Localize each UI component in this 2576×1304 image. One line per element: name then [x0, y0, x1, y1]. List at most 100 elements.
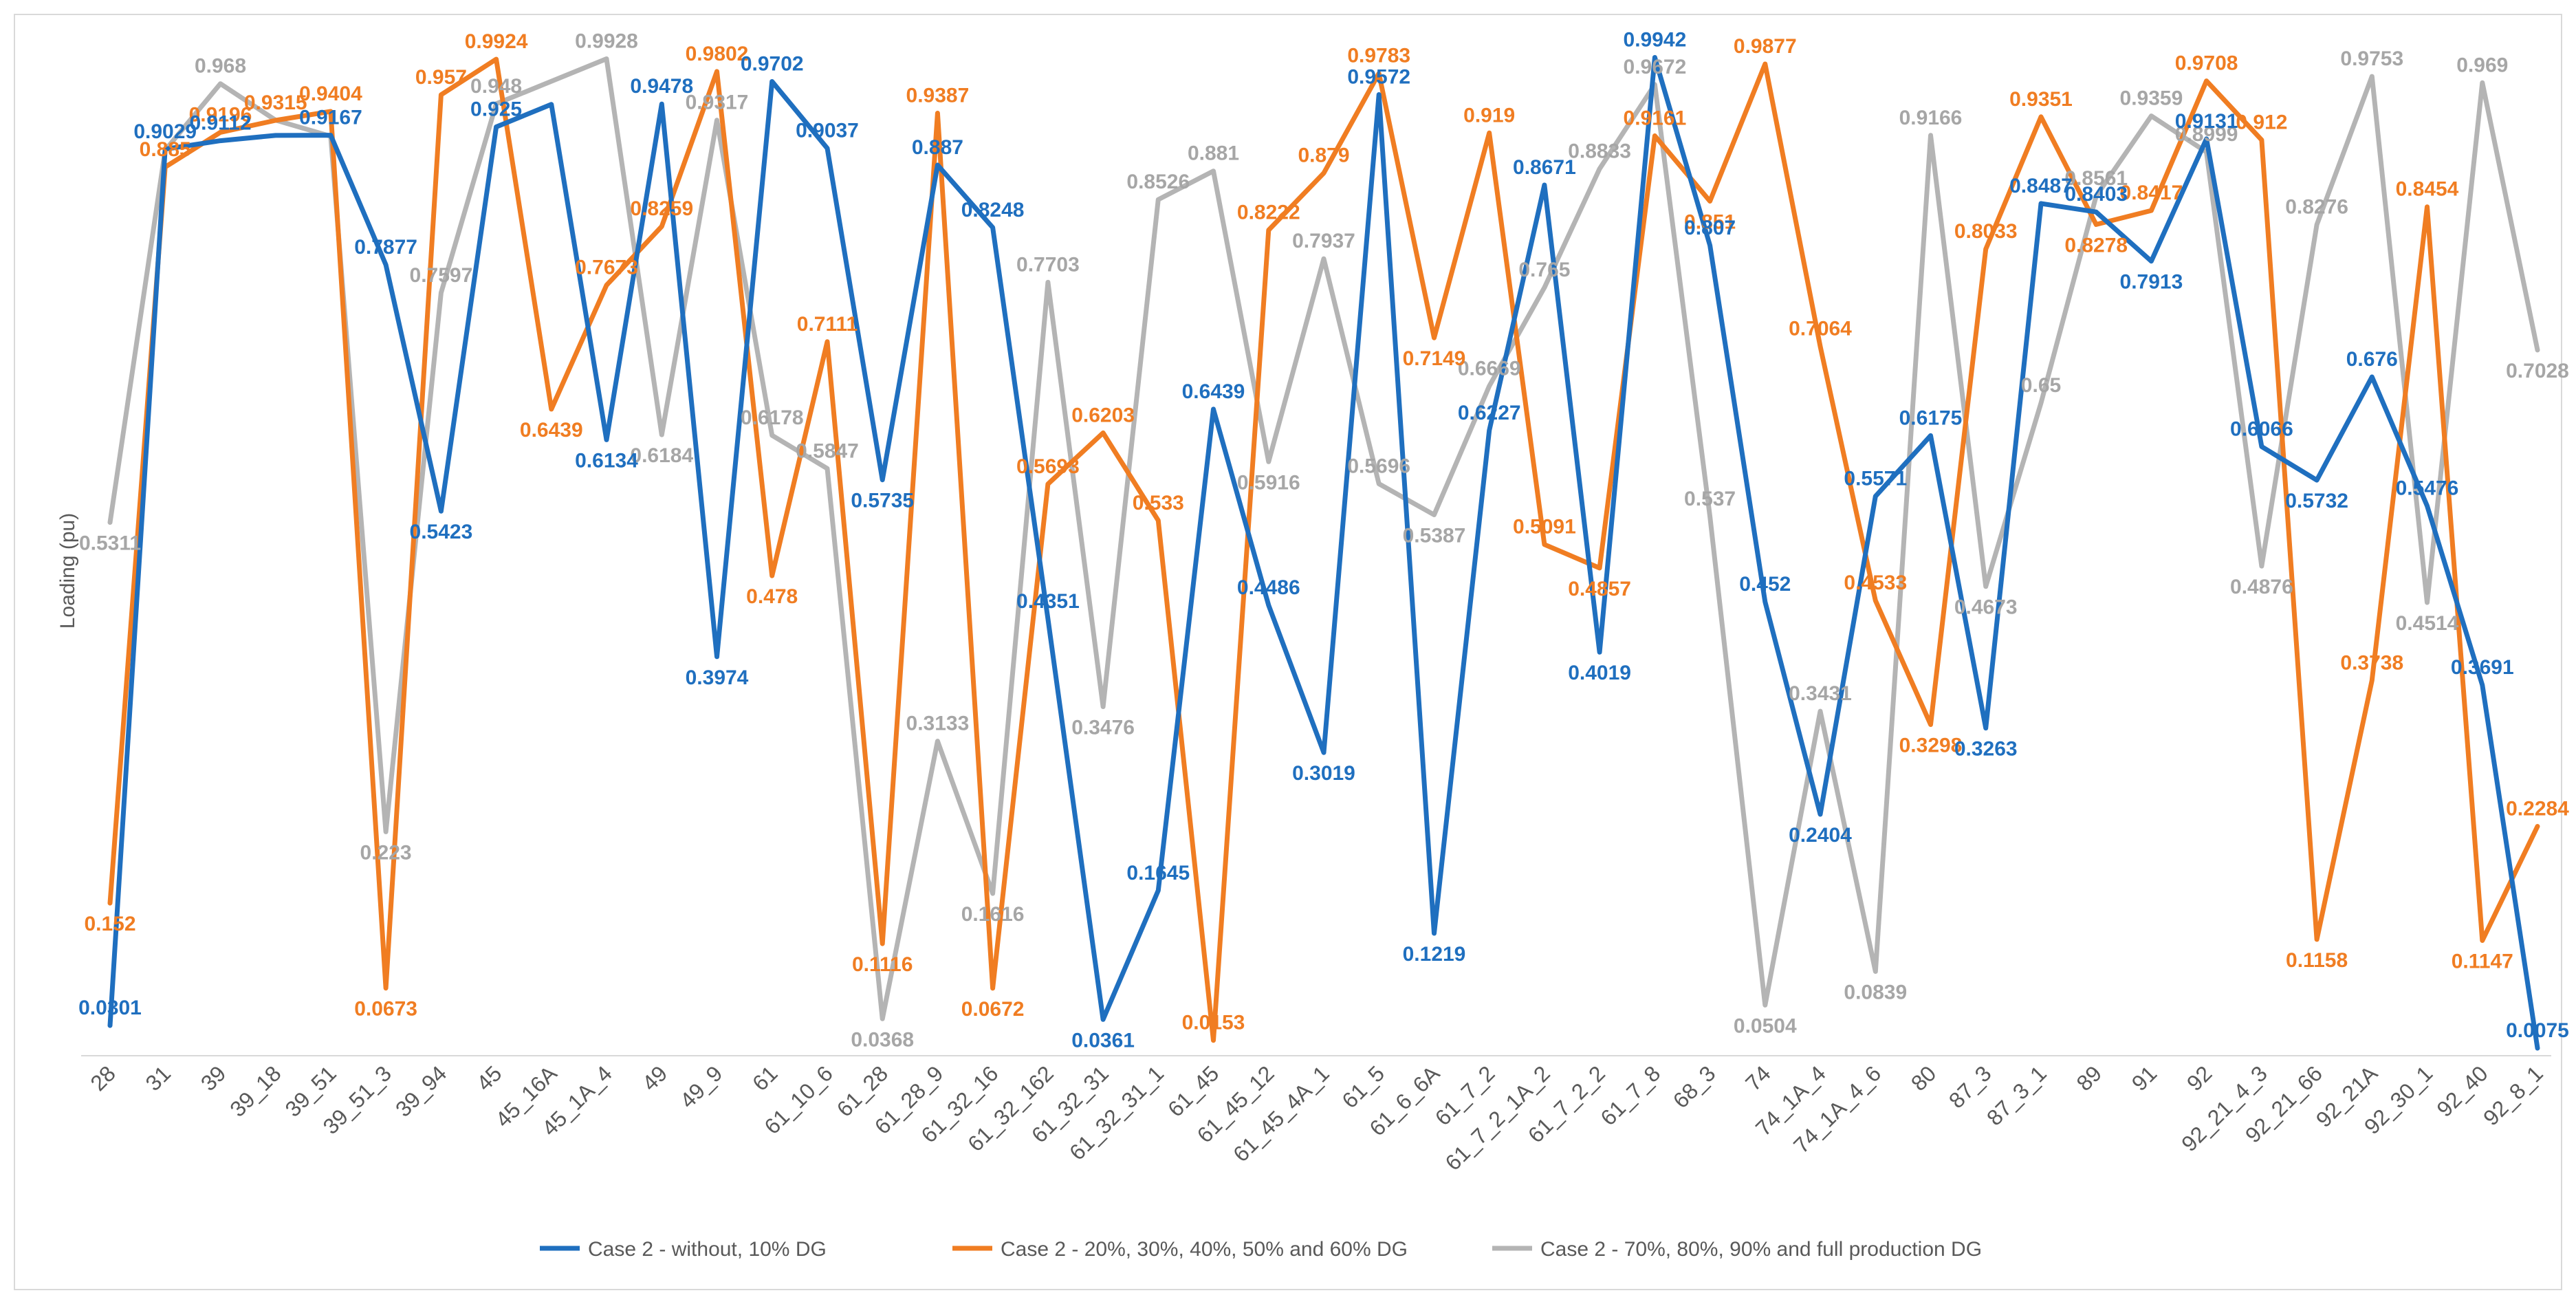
data-label-s3-39_51_3: 0.223	[360, 841, 412, 864]
data-label-s1-61_45_12: 0.4486	[1237, 576, 1300, 599]
data-label-s1-31: 0.9029	[133, 120, 197, 143]
data-label-s2-61_28: 0.1116	[852, 953, 913, 976]
data-label-s1-49_9: 0.3974	[686, 666, 749, 689]
data-label-s2-28: 0.152	[84, 913, 135, 935]
data-label-s3-61_7_2_1A_2: 0.765	[1518, 259, 1570, 281]
data-label-s2-61_6_6A: 0.7149	[1403, 347, 1466, 370]
data-label-s1-92_21_66: 0.5732	[2285, 490, 2348, 512]
data-label-s2-80: 0.3298	[1899, 735, 1963, 757]
x-tick-label: 28	[85, 1061, 120, 1096]
data-label-s3-61_7_8: 0.9672	[1624, 56, 1687, 78]
data-label-s3-89: 0.8561	[2064, 167, 2128, 190]
data-label-s2-92_8_1: 0.2284	[2506, 798, 2569, 821]
data-label-s2-89: 0.8278	[2064, 234, 2128, 257]
data-label-s3-61_28: 0.0368	[851, 1028, 914, 1051]
data-label-s3-61_7_2: 0.6669	[1458, 357, 1521, 380]
data-label-s2-74_1A_4: 0.7064	[1789, 318, 1852, 340]
data-label-s3-61_5: 0.5696	[1347, 455, 1410, 477]
data-label-s2-39_51: 0.9404	[299, 83, 362, 105]
data-label-s1-92_21_4_3: 0.6066	[2230, 417, 2293, 440]
data-label-s2-92_21_66: 0.1158	[2286, 949, 2348, 972]
series-line-3	[107, 56, 2540, 1021]
legend: Case 2 - without, 10% DG Case 2 - 20%, 30…	[540, 1238, 1982, 1261]
data-label-s3-61_7_2_2: 0.8833	[1568, 140, 1631, 162]
data-label-s2-39: 0.9196	[189, 103, 252, 126]
x-tick-label: 61_5	[1337, 1061, 1389, 1113]
data-label-s2-87_3_1: 0.9351	[2009, 88, 2073, 111]
data-label-s3-87_3_1: 0.65	[2021, 374, 2061, 397]
x-tick-label: 39_18	[225, 1061, 285, 1121]
data-label-s2-74: 0.9877	[1734, 35, 1797, 58]
data-label-s3-92_30_1: 0.4514	[2396, 612, 2459, 635]
data-label-s1-92_40: 0.3691	[2451, 656, 2514, 679]
data-label-s1-39: 0.9112	[189, 112, 251, 135]
data-label-s1-61_28: 0.5735	[851, 490, 914, 512]
data-label-s2-49: 0.8259	[630, 197, 693, 220]
legend-item-1: Case 2 - without, 10% DG	[540, 1238, 827, 1261]
data-label-s2-49_9: 0.9802	[686, 43, 749, 65]
data-label-s2-39_18: 0.9315	[244, 91, 307, 114]
data-label-s1-61_10_6: 0.9037	[796, 120, 859, 142]
legend-label: Case 2 - without, 10% DG	[588, 1238, 827, 1261]
data-label-s1-80: 0.6175	[1899, 406, 1963, 429]
data-label-s1-74: 0.452	[1739, 573, 1791, 596]
data-label-s1-61_7_2_1A_2: 0.8671	[1513, 156, 1576, 179]
data-label-s3-49: 0.6184	[630, 444, 693, 467]
data-label-s2-61_7_2: 0.919	[1463, 104, 1515, 127]
data-label-s2-61_28_9: 0.9387	[906, 85, 970, 107]
data-label-s2-31: 0.885	[140, 138, 191, 161]
data-label-s3-61_28_9: 0.3133	[906, 713, 970, 735]
x-tick-label: 31	[141, 1061, 176, 1096]
data-label-s3-49_9: 0.9317	[686, 91, 749, 114]
data-label-s3-61_10_6: 0.5847	[796, 439, 859, 462]
data-label-s1-74_1A_4: 0.2404	[1789, 824, 1852, 847]
data-label-s2-61_7_2_1A_2: 0.5091	[1513, 516, 1576, 539]
data-label-s3-61_45_12: 0.5916	[1237, 471, 1300, 494]
x-tick-label: 80	[1906, 1061, 1941, 1096]
data-label-s3-74_1A_4: 0.3431	[1789, 682, 1852, 705]
data-label-s1-61_45_4A_1: 0.3019	[1292, 762, 1355, 785]
data-label-s2-92: 0.9708	[2175, 52, 2238, 75]
data-label-s1-68_3: 0.807	[1684, 217, 1736, 239]
data-label-s1-89: 0.8403	[2064, 183, 2128, 206]
data-label-s2-74_1A_4_6: 0.4533	[1844, 572, 1907, 594]
data-label-s3-45_1A_4: 0.9928	[575, 30, 638, 53]
data-label-s1-92_21A: 0.676	[2346, 348, 2398, 371]
data-label-s3-68_3: 0.537	[1684, 488, 1736, 510]
data-label-s2-61_32_16: 0.0672	[961, 998, 1025, 1021]
x-tick-label: 92	[2182, 1061, 2217, 1096]
data-label-s3-92: 0.8999	[2175, 123, 2238, 146]
data-label-s1-91: 0.7913	[2120, 271, 2183, 294]
data-label-s1-61_32_31_1: 0.1645	[1126, 862, 1190, 884]
data-label-s1-61_7_2: 0.6227	[1458, 402, 1521, 424]
data-label-s3-61_45: 0.881	[1188, 142, 1239, 165]
data-label-s2-45_16A: 0.6439	[520, 419, 583, 442]
x-tick-label: 91	[2127, 1061, 2162, 1096]
x-tick-label: 61	[747, 1061, 783, 1096]
data-label-s1-87_3_1: 0.8487	[2009, 175, 2073, 197]
series-line-2	[107, 56, 2540, 1043]
data-label-s1-61_7_8: 0.9942	[1624, 29, 1687, 52]
data-label-s3-61_45_4A_1: 0.7937	[1292, 230, 1355, 252]
data-label-s3-61_32_16: 0.1616	[961, 903, 1025, 926]
data-label-s3-61_32_162: 0.7703	[1016, 253, 1080, 276]
data-label-s3-92_21_66: 0.8276	[2285, 196, 2348, 219]
data-label-s2-61_10_6: 0.7111	[797, 313, 858, 336]
data-label-s2-39_51_3: 0.0673	[354, 998, 417, 1021]
data-label-s3-80: 0.9166	[1899, 107, 1963, 129]
series-layer	[107, 55, 2540, 1051]
data-label-s3-74_1A_4_6: 0.0839	[1844, 981, 1907, 1004]
x-tick-label: 45	[472, 1061, 507, 1096]
data-label-s2-91: 0.8417	[2120, 182, 2183, 204]
data-label-s1-39_51: 0.9167	[299, 107, 362, 129]
data-label-s2-45_1A_4: 0.7673	[575, 257, 638, 279]
data-label-s2-92_30_1: 0.8454	[2396, 178, 2459, 201]
data-label-s1-87_3: 0.3263	[1954, 738, 2018, 761]
x-tick-label: 39_94	[391, 1061, 451, 1121]
data-label-s1-92: 0.9131	[2175, 110, 2238, 133]
x-tick-label: 89	[2072, 1061, 2107, 1096]
data-label-s1-45: 0.925	[470, 98, 522, 121]
data-label-s3-45: 0.948	[470, 75, 522, 98]
